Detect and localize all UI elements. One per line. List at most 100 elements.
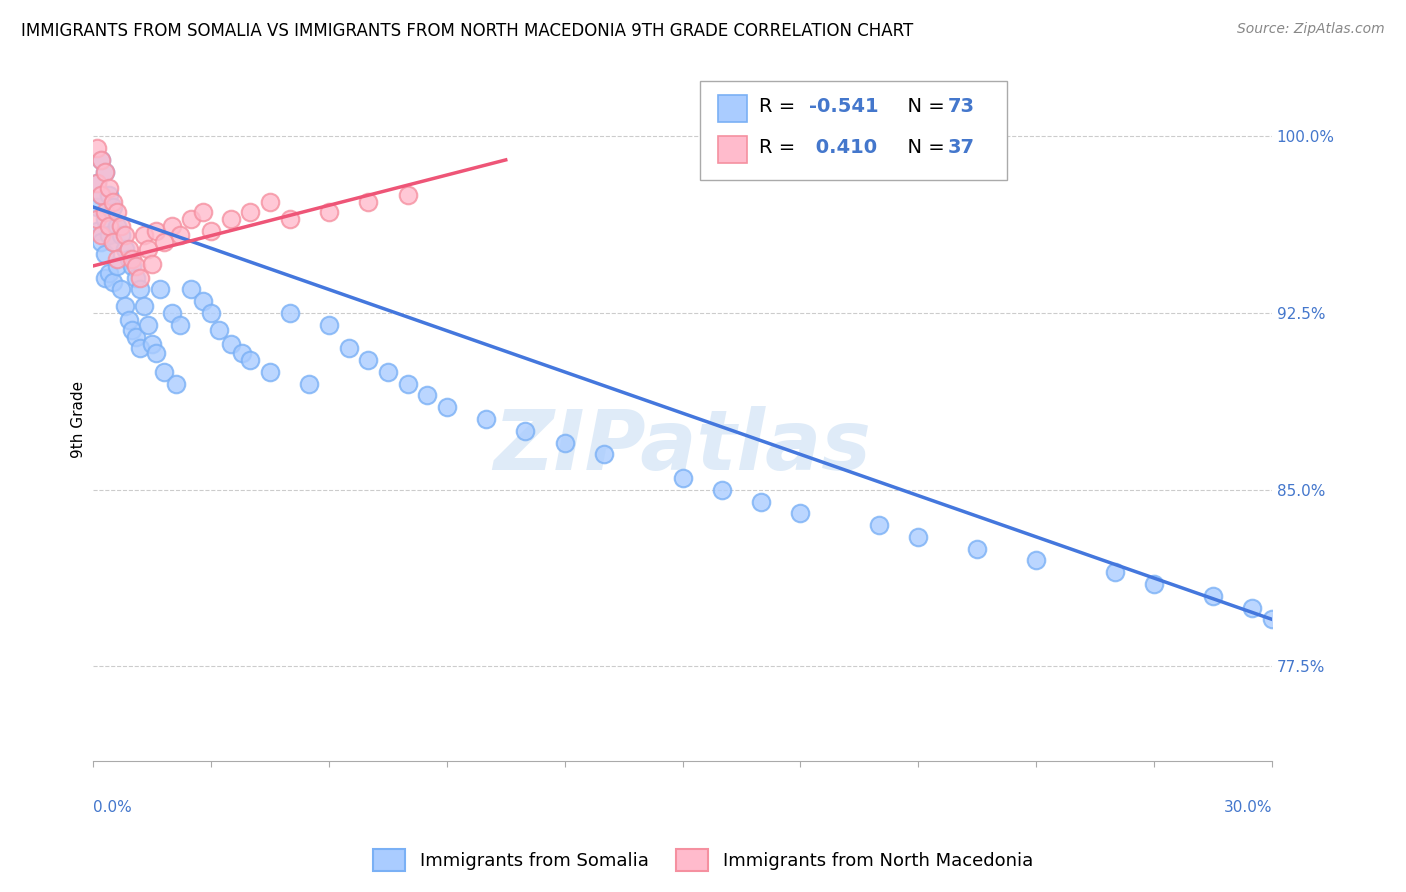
Point: [94, 270, 117, 285]
Point: [259, 365, 281, 379]
Text: IMMIGRANTS FROM SOMALIA VS IMMIGRANTS FROM NORTH MACEDONIA 9TH GRADE CORRELATION: IMMIGRANTS FROM SOMALIA VS IMMIGRANTS FR…: [21, 22, 914, 40]
FancyBboxPatch shape: [718, 95, 748, 122]
Point: [193, 204, 215, 219]
Point: [134, 299, 156, 313]
Point: [86, 211, 108, 226]
Point: [396, 376, 419, 391]
Point: [868, 518, 890, 533]
Point: [94, 164, 117, 178]
Point: [239, 353, 262, 368]
Point: [117, 313, 139, 327]
Point: [231, 346, 253, 360]
Point: [97, 188, 120, 202]
Point: [475, 412, 498, 426]
Point: [515, 424, 537, 438]
Point: [180, 283, 202, 297]
Point: [101, 235, 124, 250]
Point: [966, 541, 988, 556]
Point: [165, 376, 187, 391]
Point: [278, 211, 301, 226]
Point: [169, 318, 191, 332]
Text: 37: 37: [948, 138, 974, 157]
Point: [86, 200, 108, 214]
Text: -0.541: -0.541: [808, 97, 879, 116]
Point: [110, 219, 132, 233]
Point: [110, 228, 132, 243]
Point: [125, 259, 148, 273]
Point: [94, 204, 117, 219]
Point: [86, 177, 108, 191]
Point: [219, 336, 242, 351]
Text: Source: ZipAtlas.com: Source: ZipAtlas.com: [1237, 22, 1385, 37]
Point: [86, 223, 108, 237]
Point: [554, 435, 576, 450]
Point: [90, 153, 112, 167]
Point: [1241, 600, 1264, 615]
Text: 0.0%: 0.0%: [93, 799, 132, 814]
Point: [94, 164, 117, 178]
Legend: Immigrants from Somalia, Immigrants from North Macedonia: Immigrants from Somalia, Immigrants from…: [366, 842, 1040, 879]
Point: [101, 235, 124, 250]
Point: [114, 243, 136, 257]
Point: [593, 447, 616, 461]
Point: [145, 223, 167, 237]
Point: [90, 228, 112, 243]
Point: [160, 306, 183, 320]
Text: 30.0%: 30.0%: [1223, 799, 1272, 814]
Point: [121, 322, 143, 336]
Point: [97, 181, 120, 195]
Text: N =: N =: [894, 97, 950, 116]
Point: [105, 252, 128, 266]
Y-axis label: 9th Grade: 9th Grade: [72, 381, 86, 458]
Point: [86, 177, 108, 191]
FancyBboxPatch shape: [718, 136, 748, 163]
Point: [278, 306, 301, 320]
Point: [101, 195, 124, 210]
Text: ZIPatlas: ZIPatlas: [494, 406, 872, 487]
Point: [101, 276, 124, 290]
Point: [121, 252, 143, 266]
Point: [1261, 612, 1284, 626]
Point: [97, 266, 120, 280]
Point: [129, 270, 152, 285]
Point: [436, 401, 458, 415]
Point: [105, 259, 128, 273]
Point: [1202, 589, 1225, 603]
Text: N =: N =: [894, 138, 950, 157]
Point: [136, 318, 159, 332]
Point: [193, 294, 215, 309]
Point: [117, 252, 139, 266]
Point: [377, 365, 399, 379]
Point: [145, 346, 167, 360]
Point: [153, 365, 176, 379]
Text: 73: 73: [948, 97, 974, 116]
Point: [671, 471, 693, 485]
Point: [318, 318, 340, 332]
Point: [141, 336, 163, 351]
Point: [160, 219, 183, 233]
Point: [180, 211, 202, 226]
Point: [239, 204, 262, 219]
Point: [101, 200, 124, 214]
Point: [396, 188, 419, 202]
Point: [153, 235, 176, 250]
Text: R =: R =: [759, 97, 801, 116]
Point: [200, 223, 222, 237]
Point: [97, 228, 120, 243]
Point: [141, 256, 163, 270]
Point: [357, 353, 380, 368]
Point: [259, 195, 281, 210]
Point: [125, 329, 148, 343]
Text: 0.410: 0.410: [808, 138, 877, 157]
Point: [136, 243, 159, 257]
FancyBboxPatch shape: [700, 81, 1007, 180]
Point: [86, 141, 108, 155]
Point: [789, 506, 811, 520]
Point: [114, 228, 136, 243]
Point: [110, 283, 132, 297]
Point: [416, 388, 439, 402]
Point: [121, 259, 143, 273]
Text: R =: R =: [759, 138, 801, 157]
Point: [134, 228, 156, 243]
Point: [97, 219, 120, 233]
